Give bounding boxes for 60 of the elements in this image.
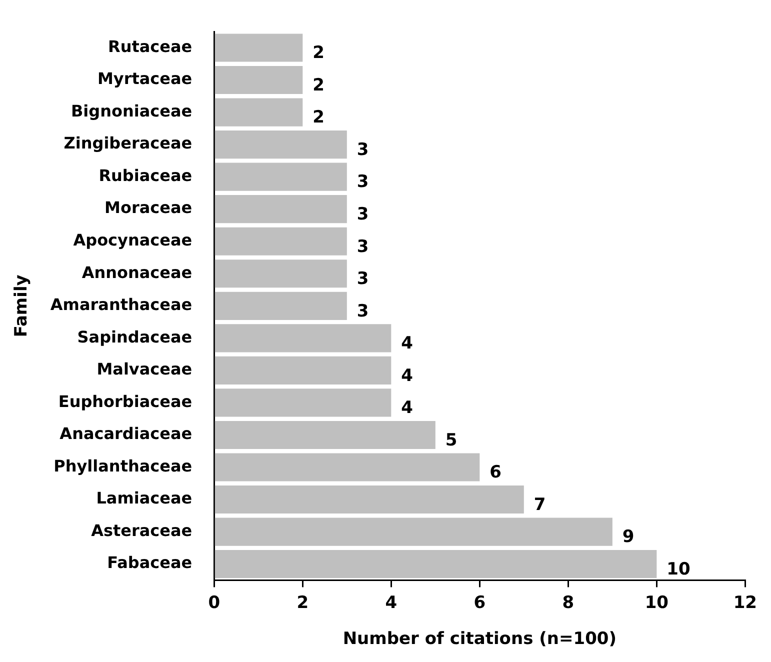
data-label: 9 <box>622 527 634 548</box>
data-label: 5 <box>445 430 458 450</box>
y-tick-label: Apocynaceae <box>73 230 192 250</box>
bar <box>214 66 303 94</box>
y-tick-label: Moraceae <box>104 198 192 218</box>
data-label: 2 <box>312 75 324 96</box>
bar <box>214 292 347 320</box>
data-label: 4 <box>401 398 414 418</box>
y-tick-label: Sapindaceae <box>77 327 192 346</box>
y-tick-label: Myrtaceae <box>97 69 192 88</box>
bar <box>214 130 347 159</box>
y-tick-label: Euphorbiaceae <box>58 392 192 411</box>
bar <box>214 260 347 288</box>
data-label: 10 <box>666 559 690 580</box>
y-tick-label: Phyllanthaceae <box>54 456 192 476</box>
x-tick-label: 12 <box>733 592 758 613</box>
bar <box>214 195 347 224</box>
y-tick-label: Zingiberaceae <box>64 134 192 153</box>
data-label: 4 <box>401 334 414 354</box>
bar <box>214 356 392 384</box>
x-tick-label: 2 <box>296 592 309 613</box>
data-label: 7 <box>534 494 546 515</box>
bar <box>214 420 436 450</box>
bar <box>214 388 392 417</box>
bar <box>214 98 303 126</box>
y-tick-label: Annonaceae <box>82 262 192 282</box>
data-label: 3 <box>356 204 369 225</box>
y-tick-label: Fabaceae <box>107 553 192 572</box>
bar <box>214 324 392 352</box>
bar <box>214 550 657 578</box>
bar <box>214 518 612 546</box>
x-tick-label: 6 <box>474 592 486 613</box>
x-tick-label: 4 <box>385 592 398 613</box>
y-tick-label: Amaranthaceae <box>50 295 192 314</box>
y-tick-label: Anacardiaceae <box>60 424 192 444</box>
data-label: 3 <box>356 269 369 290</box>
y-tick-label: Lamiaceae <box>96 488 192 508</box>
data-label: 3 <box>356 236 369 257</box>
y-axis-title: Family <box>12 274 32 338</box>
data-label: 4 <box>401 366 414 386</box>
x-tick-label: 10 <box>644 592 669 613</box>
y-tick-label: Asteraceae <box>91 520 192 540</box>
y-tick-label: Rutaceae <box>108 36 192 56</box>
data-label: 2 <box>312 108 324 128</box>
data-label: 3 <box>356 172 369 192</box>
bar <box>214 34 303 62</box>
data-label: 3 <box>356 301 369 322</box>
bar <box>214 453 480 482</box>
x-axis-title: Number of citations (n=100) <box>342 629 617 650</box>
bar <box>214 162 347 191</box>
bar <box>214 485 524 514</box>
bar <box>214 227 347 256</box>
y-tick-label: Bignoniaceae <box>70 101 192 120</box>
x-tick-label: 8 <box>562 592 574 613</box>
data-label: 3 <box>356 140 369 160</box>
y-tick-label: Rubiaceae <box>98 166 192 185</box>
data-label: 2 <box>312 43 324 64</box>
x-tick-label: 0 <box>208 592 220 613</box>
data-label: 6 <box>490 462 502 483</box>
y-tick-label: Malvaceae <box>96 360 192 379</box>
